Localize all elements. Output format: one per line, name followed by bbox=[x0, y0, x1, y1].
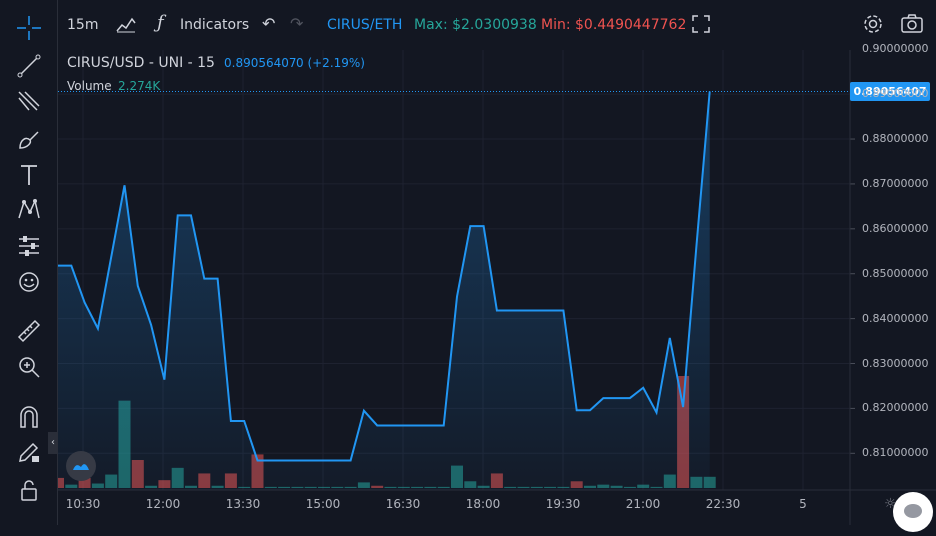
y-tick-label: 0.85000000 bbox=[862, 266, 929, 280]
x-tick-label: 19:30 bbox=[545, 497, 581, 511]
redo-icon: ↷ bbox=[290, 14, 304, 33]
emoji-icon[interactable] bbox=[16, 269, 42, 295]
top-toolbar: 15m ƒ Indicators ↶ ↷ CIRUS/ETH Max: $2.0… bbox=[0, 0, 936, 50]
y-tick-label: 0.86000000 bbox=[862, 221, 929, 235]
legend-price: 0.89056407 bbox=[224, 56, 297, 70]
y-tick-label: 0.89000000 bbox=[862, 87, 929, 101]
trend-line-icon[interactable] bbox=[16, 53, 42, 79]
y-tick-label: 0.87000000 bbox=[862, 176, 929, 190]
y-tick-label: 0.84000000 bbox=[862, 311, 929, 325]
camera-icon[interactable] bbox=[900, 13, 924, 39]
indicators-icon[interactable]: ƒ bbox=[157, 12, 164, 33]
lock-icon[interactable] bbox=[16, 477, 42, 503]
pencil-lock-icon[interactable] bbox=[16, 439, 42, 465]
logo-icon[interactable] bbox=[66, 451, 96, 481]
max-price: Max: $2.0300938 bbox=[414, 17, 537, 33]
pair-label[interactable]: CIRUS/ETH bbox=[327, 17, 403, 33]
x-tick-label: 12:00 bbox=[145, 497, 181, 511]
price-line bbox=[58, 91, 711, 462]
symbol-label: CIRUS/USD - UNI - 15 bbox=[67, 55, 215, 71]
brush-icon[interactable] bbox=[16, 126, 42, 152]
x-tick-label: 15:00 bbox=[305, 497, 341, 511]
min-price: Min: $0.4490447762 bbox=[541, 17, 687, 33]
x-tick-label: 18:00 bbox=[465, 497, 501, 511]
y-tick-label: 0.81000000 bbox=[862, 446, 929, 460]
volume-value: 2.274K bbox=[118, 79, 161, 93]
y-tick-label: 0.82000000 bbox=[862, 401, 929, 415]
chart-type-icon[interactable] bbox=[115, 14, 137, 38]
x-tick-label: 21:00 bbox=[625, 497, 661, 511]
x-tick-label: 22:30 bbox=[705, 497, 741, 511]
y-tick-label: 0.83000000 bbox=[862, 356, 929, 370]
settings-icon[interactable]: ☼ bbox=[884, 496, 897, 512]
crosshair-icon[interactable] bbox=[16, 15, 42, 41]
y-tick-label: 0.88000000 bbox=[862, 132, 929, 146]
x-tick-label: 5 bbox=[799, 497, 807, 511]
x-tick-label: 10:30 bbox=[65, 497, 101, 511]
pattern-icon[interactable] bbox=[16, 197, 42, 223]
price-area bbox=[58, 91, 710, 491]
zoom-in-icon[interactable] bbox=[16, 354, 42, 380]
settings-icon[interactable] bbox=[862, 13, 884, 39]
price-chart[interactable] bbox=[0, 0, 936, 525]
magnet-icon[interactable] bbox=[16, 404, 42, 430]
ruler-icon[interactable] bbox=[16, 318, 42, 344]
collapse-toolbar-icon[interactable]: ‹ bbox=[48, 432, 58, 454]
undo-icon[interactable]: ↶ bbox=[262, 14, 276, 33]
fullscreen-icon[interactable] bbox=[692, 15, 710, 37]
last-price-tag: 0.89056407 bbox=[850, 81, 930, 101]
fib-icon[interactable] bbox=[16, 88, 42, 114]
x-tick-label: 13:30 bbox=[225, 497, 261, 511]
legend-change: 0 (+2.19%) bbox=[296, 56, 365, 70]
text-icon[interactable] bbox=[16, 162, 42, 188]
indicators-button[interactable]: Indicators bbox=[180, 17, 250, 33]
x-tick-label: 16:30 bbox=[385, 497, 421, 511]
volume-label: Volume bbox=[67, 79, 112, 93]
y-tick-label: 0.90000000 bbox=[862, 42, 929, 56]
forecast-icon[interactable] bbox=[16, 233, 42, 259]
interval-button[interactable]: 15m bbox=[67, 17, 99, 33]
chat-icon[interactable] bbox=[893, 492, 933, 532]
